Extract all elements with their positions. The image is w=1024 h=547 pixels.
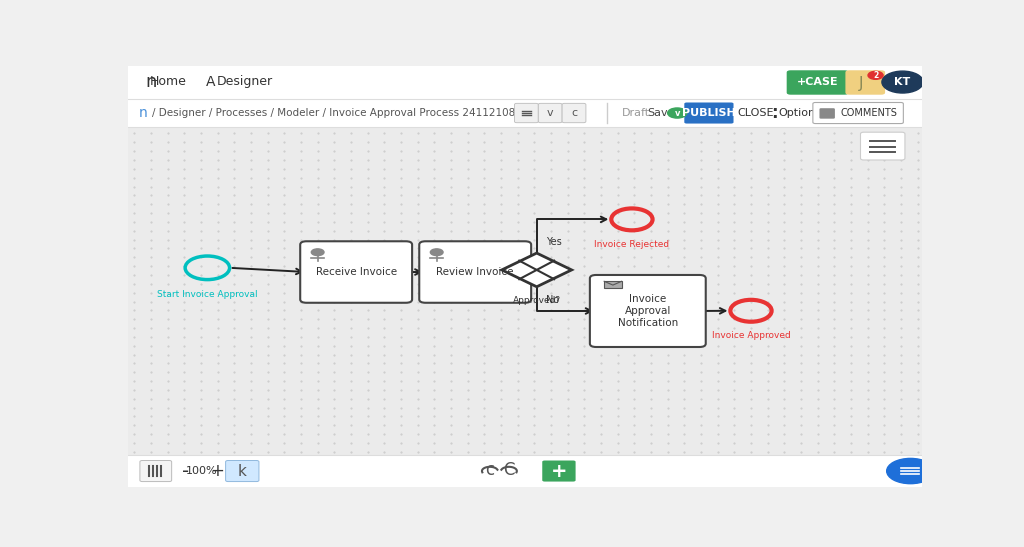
- Text: PUBLISH: PUBLISH: [682, 108, 736, 118]
- Text: A: A: [206, 74, 215, 89]
- Text: v: v: [675, 108, 680, 118]
- FancyBboxPatch shape: [539, 103, 562, 123]
- Circle shape: [882, 71, 924, 93]
- Text: COMMENTS: COMMENTS: [841, 108, 897, 118]
- FancyBboxPatch shape: [813, 102, 903, 124]
- Text: n: n: [145, 73, 157, 91]
- Text: No: No: [546, 295, 559, 305]
- Circle shape: [868, 71, 883, 79]
- Text: Invoice Approved: Invoice Approved: [712, 331, 791, 340]
- Text: n: n: [139, 106, 147, 120]
- Text: :: :: [771, 104, 777, 122]
- Text: Home: Home: [151, 75, 187, 88]
- Text: +CASE: +CASE: [797, 77, 839, 87]
- Circle shape: [430, 249, 443, 255]
- FancyBboxPatch shape: [860, 132, 905, 160]
- Text: Designer: Designer: [217, 75, 273, 88]
- FancyBboxPatch shape: [128, 66, 922, 100]
- Text: J: J: [859, 76, 863, 91]
- FancyBboxPatch shape: [128, 100, 922, 127]
- FancyBboxPatch shape: [604, 281, 622, 288]
- Text: Saved: Saved: [647, 108, 682, 118]
- Text: Invoice
Approval
Notification: Invoice Approval Notification: [617, 294, 678, 328]
- Text: c: c: [571, 108, 578, 118]
- Text: / Designer / Processes / Modeler / Invoice Approval Process 2411210813: / Designer / Processes / Modeler / Invoi…: [152, 108, 528, 118]
- Text: -: -: [181, 462, 188, 480]
- FancyBboxPatch shape: [562, 103, 586, 123]
- Text: Draft: Draft: [622, 108, 650, 118]
- Polygon shape: [502, 253, 571, 287]
- FancyBboxPatch shape: [140, 461, 172, 481]
- Text: +: +: [210, 462, 224, 480]
- FancyBboxPatch shape: [514, 103, 539, 123]
- FancyBboxPatch shape: [786, 70, 849, 95]
- Circle shape: [668, 108, 687, 118]
- Text: Approved?: Approved?: [513, 296, 561, 305]
- Text: 2: 2: [872, 71, 879, 80]
- FancyBboxPatch shape: [419, 241, 531, 303]
- Circle shape: [887, 458, 934, 484]
- Text: Receive Invoice: Receive Invoice: [315, 267, 396, 277]
- FancyBboxPatch shape: [300, 241, 412, 303]
- FancyBboxPatch shape: [543, 461, 575, 481]
- FancyBboxPatch shape: [128, 455, 922, 487]
- Text: Review Invoice: Review Invoice: [436, 267, 514, 277]
- Text: Yes: Yes: [546, 237, 562, 247]
- FancyBboxPatch shape: [590, 275, 706, 347]
- Text: v: v: [547, 108, 554, 118]
- FancyBboxPatch shape: [225, 461, 259, 481]
- FancyBboxPatch shape: [684, 102, 733, 124]
- Text: C: C: [503, 461, 515, 479]
- Text: 100%: 100%: [186, 466, 218, 476]
- Circle shape: [311, 249, 324, 255]
- Text: c: c: [485, 461, 495, 479]
- Text: Options: Options: [778, 108, 821, 118]
- FancyBboxPatch shape: [820, 109, 835, 118]
- Text: CLOSE: CLOSE: [737, 108, 774, 118]
- FancyBboxPatch shape: [846, 70, 885, 95]
- FancyBboxPatch shape: [128, 127, 922, 455]
- Text: +: +: [551, 462, 567, 480]
- Text: k: k: [238, 463, 247, 479]
- Text: Invoice Rejected: Invoice Rejected: [594, 240, 670, 248]
- Text: Start Invoice Approval: Start Invoice Approval: [157, 290, 258, 299]
- Text: KT: KT: [894, 77, 910, 87]
